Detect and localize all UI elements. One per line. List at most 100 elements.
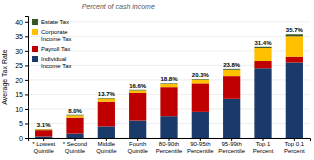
tick-mark bbox=[25, 80, 28, 81]
bar-segment bbox=[254, 47, 271, 48]
bar-segment bbox=[223, 68, 240, 70]
bar-segment bbox=[286, 57, 303, 63]
tick-label: Top 0.1Percent bbox=[284, 141, 305, 154]
tick: * LowestQuintile bbox=[32, 138, 55, 154]
tick: 35 bbox=[15, 33, 28, 40]
bar-segment bbox=[286, 34, 303, 36]
tick-label: 10 bbox=[15, 106, 23, 113]
tick: 95-99thPercentile bbox=[218, 138, 245, 154]
total-label: 18.8% bbox=[160, 76, 178, 82]
series bbox=[35, 57, 303, 137]
legend-label: IndividualIncome Tax bbox=[41, 56, 72, 69]
total-label: 13.7% bbox=[98, 91, 116, 97]
bar-segment bbox=[254, 61, 271, 68]
total-label: 16.6% bbox=[129, 83, 147, 89]
bar-segment bbox=[254, 68, 271, 138]
bar-segment bbox=[129, 89, 146, 91]
legend-item: IndividualIncome Tax bbox=[32, 56, 72, 69]
total-label: 35.7% bbox=[286, 27, 304, 33]
tick-label: 80-90thPercentile bbox=[156, 141, 183, 154]
tick: MiddleQuintile bbox=[96, 138, 117, 154]
tick: 15 bbox=[15, 91, 28, 98]
tick-mark bbox=[25, 36, 28, 37]
tick: 80-90thPercentile bbox=[156, 138, 183, 154]
tick: Top 0.1Percent bbox=[284, 138, 305, 154]
series bbox=[35, 36, 303, 130]
total-label: 20.3% bbox=[192, 72, 210, 78]
bar-segment bbox=[254, 48, 271, 61]
bar-segment bbox=[66, 134, 83, 138]
tick-label: MiddleQuintile bbox=[96, 141, 117, 154]
bars bbox=[35, 34, 303, 138]
axis-line bbox=[25, 17, 29, 139]
tick-label: 35 bbox=[15, 33, 23, 40]
tick: 25 bbox=[15, 62, 28, 69]
series bbox=[35, 62, 303, 138]
y-axis: 0 5 10 15 20 25 30 35 40 bbox=[15, 17, 28, 142]
bar-segment bbox=[66, 114, 83, 116]
bar-segment bbox=[160, 87, 177, 116]
total-label: 8.0% bbox=[68, 108, 82, 114]
tick-mark bbox=[25, 123, 28, 124]
bar-segment bbox=[35, 130, 52, 136]
tick-mark bbox=[25, 51, 28, 52]
tick: 10 bbox=[15, 106, 28, 113]
bar-segment bbox=[35, 129, 52, 131]
tick: 5 bbox=[19, 120, 28, 127]
tick-label: 0 bbox=[19, 135, 23, 142]
bar-segment bbox=[35, 137, 52, 138]
bar-segment bbox=[98, 126, 115, 138]
tick: FourthQuintile bbox=[127, 138, 148, 154]
grid-line bbox=[28, 21, 310, 22]
legend-label: Payroll Tax bbox=[41, 46, 70, 52]
legend-label: CorporateIncome Tax bbox=[41, 29, 72, 42]
tick-label: 90-95thPercentile bbox=[187, 141, 214, 154]
legend: Estate Tax CorporateIncome Tax Payroll Tax… bbox=[32, 19, 72, 69]
bar-segment bbox=[129, 90, 146, 93]
tick-mark bbox=[25, 94, 28, 95]
tick-label: Top 1Percent bbox=[253, 141, 274, 154]
legend-swatch bbox=[32, 19, 38, 25]
legend-swatch bbox=[32, 29, 38, 35]
bar-segment bbox=[192, 79, 209, 81]
bar-segment bbox=[98, 102, 115, 127]
x-axis: * LowestQuintile * SecondQuintile MiddleQu… bbox=[29, 138, 311, 154]
bar-segment bbox=[286, 62, 303, 138]
bar-segment bbox=[35, 128, 52, 129]
tick-label: 30 bbox=[15, 48, 23, 55]
chart: 3.1%8.0%13.7%16.6%18.8%20.3%23.8%31.4%35… bbox=[0, 0, 314, 160]
tick: 40 bbox=[15, 19, 28, 26]
bar-segment bbox=[192, 112, 209, 138]
legend-swatch bbox=[32, 56, 38, 62]
total-label: 23.8% bbox=[223, 62, 241, 68]
bar-segment bbox=[66, 115, 83, 117]
tick-mark bbox=[25, 138, 28, 139]
tick: Top 1Percent bbox=[253, 138, 274, 154]
total-label: 3.1% bbox=[37, 122, 51, 128]
bar-segment bbox=[129, 121, 146, 138]
bar-segment bbox=[192, 83, 209, 111]
series bbox=[35, 34, 303, 129]
tick: 0 bbox=[19, 135, 28, 142]
title: Percent of cash income bbox=[82, 3, 155, 10]
bar-segment bbox=[223, 70, 240, 76]
tick: * SecondQuintile bbox=[63, 138, 87, 154]
legend-label: Estate Tax bbox=[41, 19, 69, 25]
y-axis-title: Average Tax Rate bbox=[1, 49, 9, 104]
bar-segment bbox=[129, 93, 146, 121]
legend-item: Estate Tax bbox=[32, 19, 69, 25]
tick-label: 15 bbox=[15, 91, 23, 98]
bar-segment bbox=[286, 36, 303, 56]
bar-segment bbox=[192, 80, 209, 84]
tick: 20 bbox=[15, 77, 28, 84]
tick: 30 bbox=[15, 48, 28, 55]
bar-segment bbox=[98, 99, 115, 102]
bar-segment bbox=[160, 84, 177, 87]
bar-segment bbox=[160, 83, 177, 85]
grid bbox=[28, 22, 310, 138]
legend-swatch bbox=[32, 46, 38, 52]
bar-segment bbox=[223, 76, 240, 99]
tick-label: 95-99thPercentile bbox=[218, 141, 245, 154]
tick-label: 5 bbox=[19, 120, 23, 127]
bar-segment bbox=[160, 116, 177, 138]
